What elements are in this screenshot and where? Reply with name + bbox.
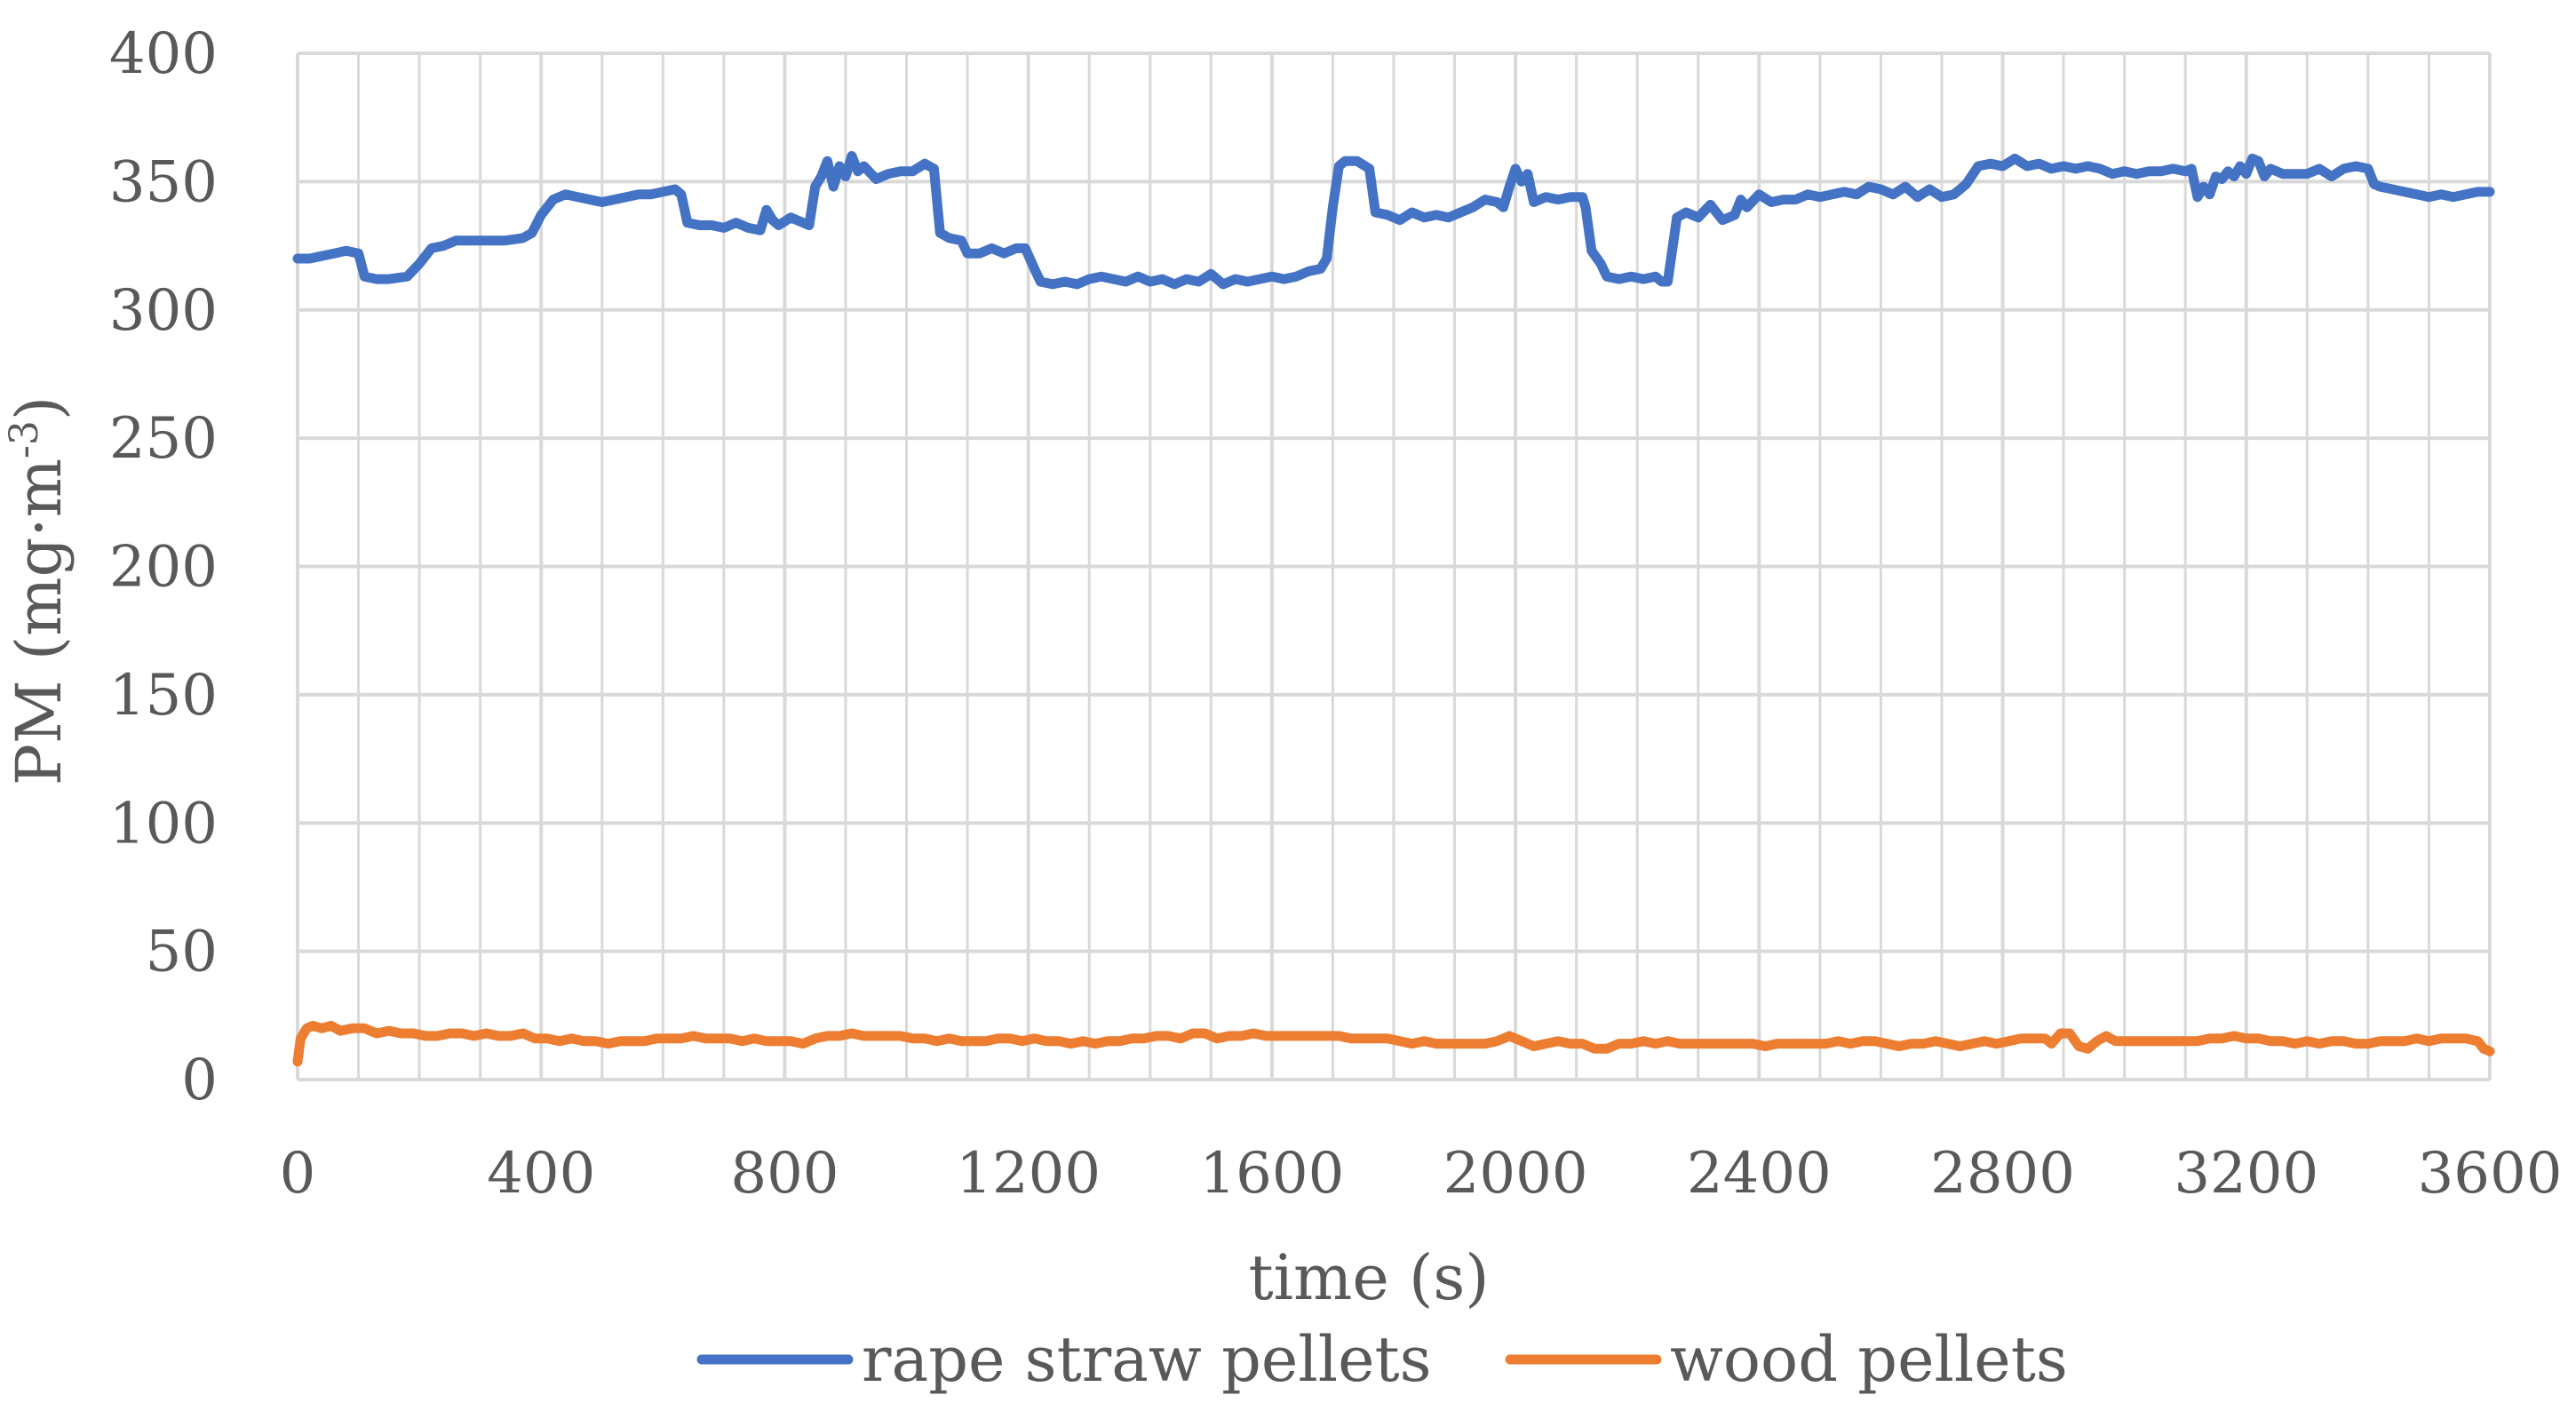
x-tick-label: 2400 (1687, 1141, 1832, 1207)
x-tick-label: 3200 (2174, 1141, 2318, 1207)
y-tick-label: 150 (109, 663, 218, 729)
x-tick-label: 0 (280, 1141, 316, 1207)
x-tick-label: 3600 (2418, 1141, 2563, 1207)
y-tick-label: 50 (146, 920, 218, 985)
y-axis-title: PM (mg·m-3) (2, 396, 76, 785)
series-layer (292, 151, 2495, 1067)
series-line-1 (292, 151, 2495, 290)
y-tick-label: 100 (109, 791, 218, 857)
x-tick-label: 400 (487, 1141, 595, 1207)
y-tick-label: 250 (109, 406, 218, 472)
y-tick-label: 350 (109, 149, 218, 215)
x-tick-label: 2000 (1443, 1141, 1588, 1207)
x-tick-label: 800 (730, 1141, 839, 1207)
x-tick-label: 1200 (956, 1141, 1101, 1207)
legend-label-2: wood pellets (1670, 1323, 2068, 1396)
x-tick-label: 2800 (1930, 1141, 2075, 1207)
y-tick-label: 0 (181, 1048, 218, 1113)
major-gridlines (296, 52, 2492, 1081)
y-tick-label: 300 (109, 278, 218, 344)
legend: rape straw pellets wood pellets (696, 1323, 2068, 1396)
y-axis-title-main: PM (mg·m (3, 458, 76, 785)
x-tick-label: 1600 (1199, 1141, 1344, 1207)
y-axis-title-close: ) (3, 396, 76, 420)
y-tick-label: 200 (109, 535, 218, 601)
y-axis-title-superscript: -3 (2, 420, 47, 458)
legend-label-1: rape straw pellets (862, 1323, 1432, 1396)
x-axis-tick-labels: 0 400 800 1200 1600 2000 2400 2800 3200 3600 (280, 1141, 2563, 1207)
y-axis-tick-labels: 0 50 100 150 200 250 300 350 400 (109, 21, 218, 1113)
x-axis-title: time (s) (1248, 1241, 1489, 1314)
y-tick-label: 400 (109, 21, 218, 87)
series-line-2 (292, 1020, 2495, 1067)
